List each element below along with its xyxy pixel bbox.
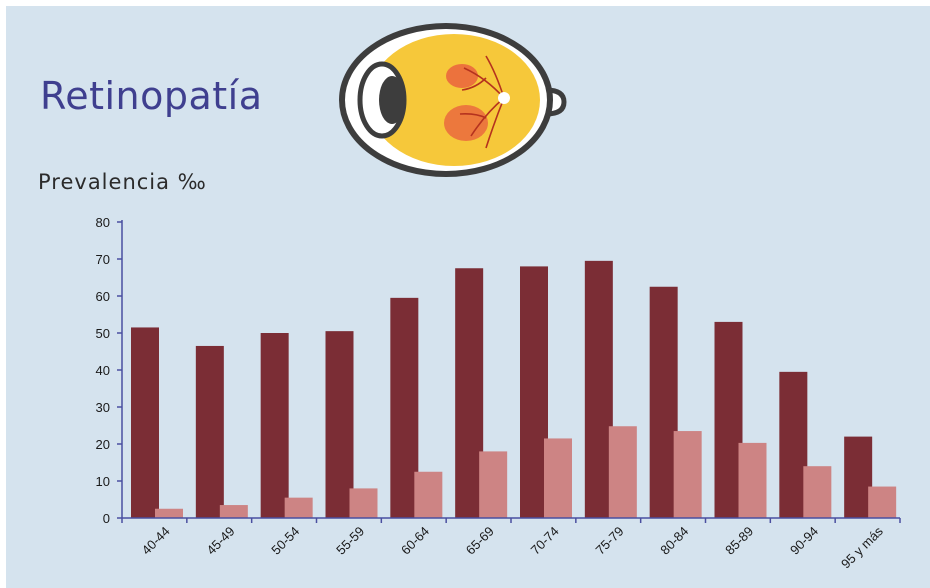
y-tick-label: 10: [96, 474, 110, 489]
bar-series1-95 y más: [844, 436, 873, 518]
x-tick-label: 75-79: [592, 524, 626, 558]
bar-series1-85-89: [714, 321, 743, 518]
chart-title: Retinopatía: [40, 74, 263, 118]
bar-series2-75-79: [608, 426, 637, 518]
x-tick-label: 55-59: [333, 524, 367, 558]
bar-series1-65-69: [455, 268, 484, 518]
bar-series2-65-69: [479, 451, 508, 518]
y-tick-label: 0: [103, 511, 110, 526]
bar-series2-85-89: [738, 442, 767, 518]
bar-series2-45-49: [219, 505, 248, 518]
y-tick-label: 40: [96, 363, 110, 378]
y-tick-label: 30: [96, 400, 110, 415]
bar-series1-60-64: [390, 297, 419, 518]
bar-series2-40-44: [155, 508, 183, 518]
bar-series1-45-49: [195, 345, 224, 518]
y-tick-label: 70: [96, 252, 110, 267]
y-tick-label: 60: [96, 289, 110, 304]
eye-illustration-icon: [339, 23, 567, 177]
bar-series1-75-79: [584, 260, 613, 518]
bar-series1-40-44: [131, 327, 159, 518]
bar-series2-90-94: [803, 466, 832, 518]
x-tick-label: 80-84: [657, 524, 691, 558]
bar-series2-95 y más: [868, 486, 897, 518]
y-tick-label: 50: [96, 326, 110, 341]
bar-series2-60-64: [414, 471, 443, 518]
y-tick-label: 20: [96, 437, 110, 452]
bar-series2-70-74: [544, 438, 572, 518]
y-tick-label: 80: [96, 215, 110, 230]
bar-series1-80-84: [649, 286, 678, 518]
bar-series1-70-74: [520, 266, 548, 518]
bar-series2-55-59: [349, 488, 378, 518]
x-tick-label: 50-54: [268, 524, 302, 558]
bar-series2-50-54: [284, 497, 313, 518]
bar-series2-80-84: [673, 431, 702, 518]
bar-series1-90-94: [779, 371, 808, 518]
bar-series1-50-54: [260, 333, 289, 518]
x-tick-label: 85-89: [722, 524, 756, 558]
x-tick-label: 45-49: [203, 524, 237, 558]
x-tick-label: 70-74: [528, 524, 562, 558]
x-tick-label: 65-69: [463, 524, 497, 558]
y-axis-label: Prevalencia ‰: [38, 170, 207, 194]
x-tick-label: 40-44: [139, 524, 173, 558]
bar-series1-55-59: [325, 331, 354, 518]
x-tick-label: 60-64: [398, 524, 432, 558]
x-tick-label: 95 y más: [838, 523, 886, 571]
x-tick-label: 90-94: [787, 524, 821, 558]
